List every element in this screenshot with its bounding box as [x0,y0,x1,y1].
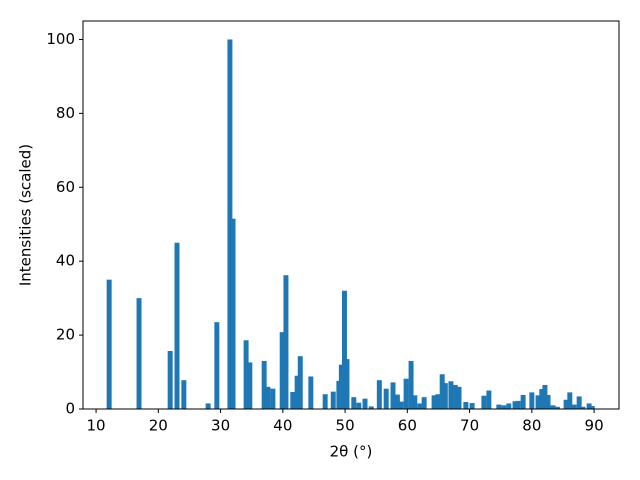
bar [563,399,569,409]
bar [376,380,382,409]
x-tick-label: 70 [460,417,479,435]
bar [394,394,400,409]
bar [174,242,180,409]
bar [390,382,396,409]
bar [283,275,289,409]
x-tick-label: 40 [273,417,292,435]
bar [576,396,582,409]
bar [439,374,445,409]
bar [417,403,423,409]
y-axis-label: Intensities (scaled) [17,144,35,286]
bar [341,290,347,409]
bar [452,384,458,409]
bar [586,403,592,409]
bar [520,394,526,409]
bar [290,392,296,409]
bar [481,395,487,409]
bar [265,386,271,409]
bar [243,340,249,409]
bar [589,406,595,409]
x-tick-label: 80 [522,417,541,435]
bar [351,397,357,409]
bar [330,391,336,409]
bar [496,404,502,409]
x-tick-label: 10 [87,417,106,435]
bar [535,395,541,409]
bar [356,402,362,409]
bar [567,392,573,409]
bar [435,394,441,409]
bar [542,384,548,409]
bar [227,39,233,409]
x-tick-label: 50 [336,417,355,435]
x-tick-label: 90 [585,417,604,435]
bar [294,375,300,409]
y-tick-label: 60 [56,178,75,196]
bar [506,403,512,409]
bar [512,401,518,409]
bar [403,378,409,409]
x-tick-label: 60 [398,417,417,435]
bar [230,218,236,409]
bar [442,383,448,409]
bar [106,279,112,409]
bar [529,392,535,409]
bar [167,350,173,409]
bar [486,390,492,409]
x-axis-label: 2θ (°) [330,443,373,461]
bar [322,394,328,409]
bar [515,400,521,409]
y-tick-label: 20 [56,326,75,344]
bar [261,360,267,409]
bar [545,394,551,409]
bar [469,403,475,409]
bar [297,356,303,409]
bar [501,405,507,409]
bar [554,406,560,409]
bar [338,364,344,409]
y-tick-label: 80 [56,104,75,122]
bar [368,406,374,409]
bar [344,359,350,409]
bar [181,380,187,409]
bar [456,386,462,409]
bar [308,376,314,409]
bar [362,398,368,409]
bar [408,360,414,409]
y-tick-label: 0 [65,400,75,418]
bar [247,362,253,409]
bar [398,401,404,409]
bar [431,395,437,409]
y-tick-label: 40 [56,252,75,270]
y-tick-label: 100 [46,30,75,48]
bar [463,401,469,409]
bar [539,389,545,409]
bar [580,406,586,409]
bar [279,332,285,409]
bar [550,405,556,409]
bar [214,322,220,409]
x-tick-label: 20 [149,417,168,435]
bar [383,388,389,409]
bar [270,388,276,409]
bar [448,381,454,409]
x-tick-label: 30 [211,417,230,435]
bar [205,403,211,409]
bar [412,395,418,409]
bar [421,397,427,409]
bar [571,404,577,409]
bar [136,298,142,409]
plot-frame [82,20,620,410]
